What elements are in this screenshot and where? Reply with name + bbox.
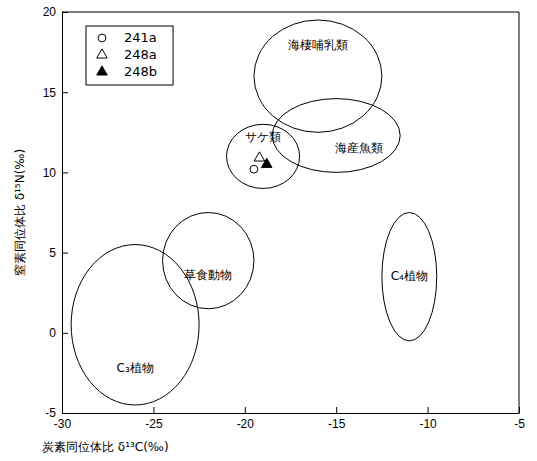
- y-tick-mark: [62, 333, 68, 334]
- y-tick-label: 20: [43, 5, 57, 19]
- x-tick-label: -5: [514, 417, 525, 431]
- legend-label: 248a: [124, 47, 157, 62]
- legend: 241a 248a 248b: [86, 26, 173, 85]
- y-tick-label: 15: [43, 86, 57, 100]
- region-label: サケ類: [245, 130, 281, 144]
- y-tick: 10: [43, 166, 68, 180]
- region-ellipse: [254, 20, 382, 132]
- region-ellipse: [227, 124, 300, 188]
- region-ellipse: [163, 213, 254, 309]
- x-axis-line: [63, 413, 520, 414]
- point: [261, 158, 272, 167]
- frame-right: [519, 12, 520, 413]
- y-tick-mark: [62, 92, 68, 93]
- x-tick: -20: [237, 407, 255, 431]
- chart: -30 -25 -20 -15 -10 -5 -5 0 5 10 15 20 炭素同位体比 δ¹³C(‰…: [0, 0, 537, 461]
- x-tick-mark: [153, 407, 154, 413]
- x-tick-mark: [245, 407, 246, 413]
- region-label: 草食動物: [184, 268, 232, 282]
- legend-label: 241a: [124, 30, 157, 45]
- y-tick: 0: [49, 326, 68, 340]
- x-tick-label: -15: [328, 417, 346, 431]
- x-tick-label: -10: [419, 417, 437, 431]
- x-tick-mark: [336, 407, 337, 413]
- region-label: C₄植物: [391, 269, 428, 283]
- y-axis-line: [62, 13, 63, 414]
- y-axis: -5 0 5 10 15 20: [43, 5, 68, 420]
- y-tick-mark: [62, 172, 68, 173]
- y-tick: 5: [49, 246, 68, 260]
- region-label: 海棲哺乳類: [288, 38, 348, 52]
- legend-symbol: [98, 34, 106, 42]
- region-ellipse: [71, 245, 199, 405]
- x-axis: -30 -25 -20 -15 -10 -5: [54, 407, 525, 431]
- x-tick-label: -20: [237, 417, 255, 431]
- y-tick-mark: [62, 413, 68, 414]
- y-tick: -5: [45, 406, 68, 420]
- plot-area: [71, 20, 437, 405]
- point: [250, 165, 258, 173]
- x-tick-label: -30: [54, 417, 72, 431]
- y-tick: 15: [43, 86, 68, 100]
- y-tick-label: 5: [49, 246, 56, 260]
- y-tick-label: 0: [49, 326, 56, 340]
- y-tick-label: 10: [43, 166, 57, 180]
- region-ellipse: [382, 213, 437, 341]
- frame-top: [62, 12, 519, 13]
- legend-symbol: [97, 66, 108, 75]
- y-tick-label: -5: [45, 406, 56, 420]
- legend-label: 248b: [124, 64, 157, 79]
- x-tick-label: -25: [145, 417, 163, 431]
- legend-symbol: [97, 49, 108, 58]
- x-tick: -10: [419, 407, 437, 431]
- y-tick-mark: [62, 253, 68, 254]
- x-tick: -15: [328, 407, 346, 431]
- region-label: C₃植物: [117, 361, 154, 375]
- x-tick: -5: [514, 407, 525, 431]
- x-tick: -25: [145, 407, 163, 431]
- x-tick-mark: [428, 407, 429, 413]
- y-axis-title: 窒素同位体比 δ¹⁵N(‰): [13, 149, 27, 276]
- x-axis-title: 炭素同位体比 δ¹³C(‰): [42, 440, 169, 454]
- legend-box: [86, 26, 173, 85]
- point: [254, 152, 265, 161]
- region-label: 海産魚類: [335, 141, 383, 155]
